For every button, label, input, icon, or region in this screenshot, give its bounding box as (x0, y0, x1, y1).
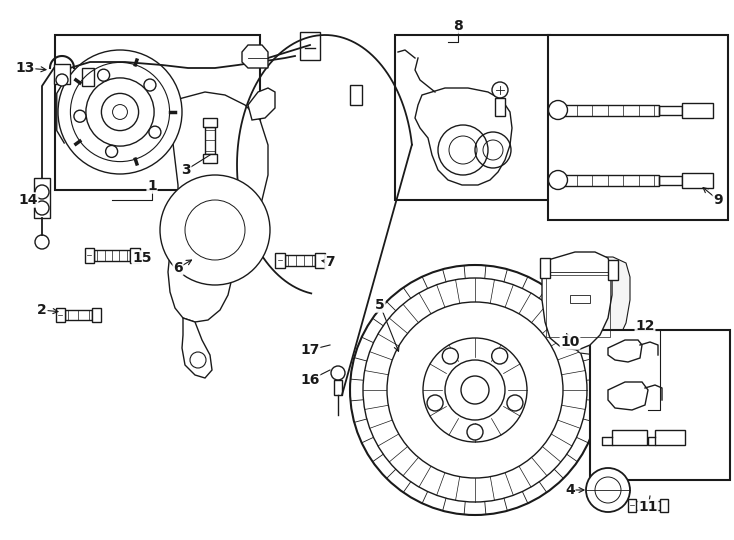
Circle shape (492, 82, 508, 98)
Circle shape (443, 348, 458, 364)
Polygon shape (248, 88, 275, 120)
Bar (55, 35, 260, 190)
Bar (285, 254, 315, 266)
Circle shape (144, 79, 156, 91)
Text: 6: 6 (173, 261, 183, 275)
Polygon shape (182, 318, 212, 378)
Bar (636, 501, 660, 510)
Bar (570, 295, 590, 303)
Circle shape (507, 395, 523, 411)
Text: 12: 12 (635, 319, 655, 333)
Circle shape (58, 50, 182, 174)
Text: 16: 16 (300, 373, 320, 387)
Circle shape (427, 395, 443, 411)
Bar (56, 308, 65, 322)
Circle shape (56, 74, 68, 86)
Bar (546, 275, 610, 337)
Circle shape (423, 338, 527, 442)
Bar (548, 35, 728, 220)
Bar (682, 172, 713, 187)
Bar (84, 247, 95, 262)
Text: 15: 15 (132, 251, 152, 265)
Text: 10: 10 (560, 335, 580, 349)
Circle shape (363, 278, 587, 502)
Bar (608, 260, 618, 280)
Bar (558, 174, 658, 186)
Bar (658, 176, 682, 185)
Text: 14: 14 (18, 193, 37, 207)
Polygon shape (415, 88, 512, 185)
Text: 11: 11 (639, 500, 658, 514)
Text: 7: 7 (325, 255, 335, 269)
Bar (95, 249, 130, 260)
Bar (395, 35, 550, 200)
Bar (540, 258, 550, 278)
Bar (612, 430, 647, 445)
Bar (82, 68, 94, 86)
Bar (315, 253, 325, 267)
Bar (658, 105, 682, 114)
Bar (130, 247, 139, 262)
Bar (628, 498, 636, 511)
Text: 1: 1 (147, 179, 157, 193)
Circle shape (467, 424, 483, 440)
Circle shape (548, 100, 567, 119)
Bar (34, 178, 50, 218)
Circle shape (461, 376, 489, 404)
Polygon shape (242, 45, 268, 68)
Bar (660, 498, 668, 511)
Polygon shape (542, 252, 612, 350)
Polygon shape (560, 257, 630, 355)
Circle shape (387, 302, 563, 478)
Circle shape (331, 366, 345, 380)
Text: 3: 3 (181, 163, 191, 177)
Text: 13: 13 (15, 61, 34, 75)
Bar (65, 310, 92, 320)
Bar (655, 430, 685, 445)
Circle shape (492, 348, 508, 364)
Bar (682, 103, 713, 118)
Circle shape (548, 171, 567, 190)
Bar (92, 308, 101, 322)
Circle shape (70, 63, 170, 161)
Bar (275, 253, 285, 267)
Polygon shape (168, 92, 268, 322)
Bar (300, 32, 320, 60)
Circle shape (149, 126, 161, 138)
Bar (334, 380, 342, 395)
Circle shape (98, 69, 109, 81)
Circle shape (350, 265, 600, 515)
Text: 2: 2 (37, 303, 47, 317)
Bar (495, 98, 505, 116)
Circle shape (160, 175, 270, 285)
Circle shape (445, 360, 505, 420)
Text: 17: 17 (300, 343, 320, 357)
Bar (203, 153, 217, 163)
Circle shape (86, 78, 154, 146)
Text: 8: 8 (453, 19, 463, 33)
Text: 9: 9 (713, 193, 723, 207)
Circle shape (586, 468, 630, 512)
Bar (590, 330, 730, 480)
Bar (205, 126, 215, 153)
Text: 5: 5 (375, 298, 385, 312)
Circle shape (74, 110, 86, 122)
Circle shape (595, 477, 621, 503)
Circle shape (101, 93, 139, 131)
Bar (203, 118, 217, 126)
Text: 4: 4 (565, 483, 575, 497)
Circle shape (106, 145, 117, 158)
Bar (54, 64, 70, 84)
Bar (558, 105, 658, 116)
